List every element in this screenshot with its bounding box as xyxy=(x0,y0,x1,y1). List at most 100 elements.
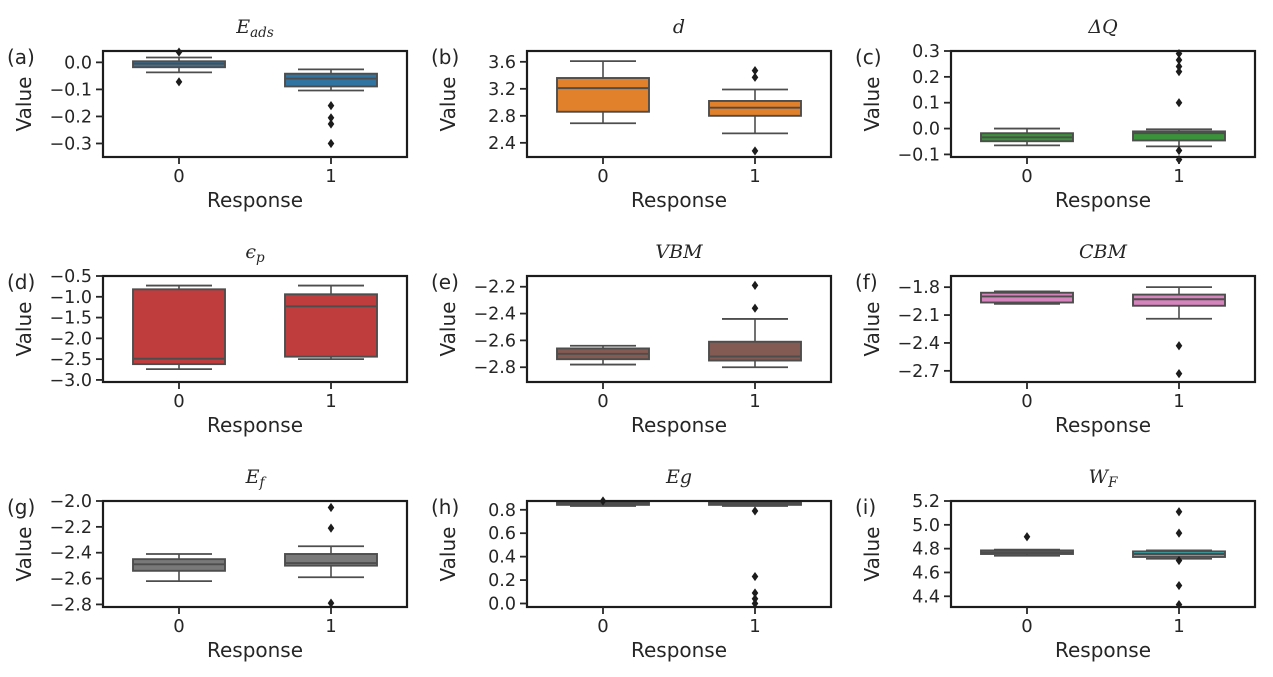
y-tick-label: −0.1 xyxy=(50,80,93,100)
outlier-point xyxy=(751,280,759,290)
y-tick-label: 4.8 xyxy=(912,540,940,560)
subplot-canvas: −2.0 −2.2 −2.4 −2.6 −2.8 0 1 Response Value (g) Ef xyxy=(7,466,409,662)
y-axis-label: Value xyxy=(860,302,884,357)
x-axis-label: Response xyxy=(207,413,303,437)
y-tick-label: 4.6 xyxy=(912,563,940,583)
x-tick-label: 0 xyxy=(173,391,184,412)
outlier-point xyxy=(1175,48,1183,59)
x-tick-label: 0 xyxy=(173,616,184,637)
outlier-point xyxy=(1175,369,1183,379)
y-tick-label: 0.8 xyxy=(488,501,516,521)
subplot-title: WF xyxy=(1089,466,1119,491)
y-tick-label: −2.4 xyxy=(50,544,93,564)
y-tick-label: −1.8 xyxy=(898,278,941,298)
outlier-point xyxy=(751,506,759,516)
y-axis-label: Value xyxy=(436,77,460,132)
y-tick-label: −2.2 xyxy=(474,278,517,298)
plot-area-spine xyxy=(525,499,833,609)
x-axis-label: Response xyxy=(631,638,727,662)
y-axis-label: Value xyxy=(12,77,36,132)
outlier-point xyxy=(327,523,335,533)
y-tick-label: −2.6 xyxy=(50,570,93,590)
y-tick-label: −2.4 xyxy=(898,334,941,354)
plot-area-spine xyxy=(949,274,1257,384)
subplot-title: VBM xyxy=(655,241,703,263)
subplot-canvas: −2.2 −2.4 −2.6 −2.8 0 1 Response Value (e) VBM xyxy=(431,241,833,437)
x-tick-label: 0 xyxy=(597,166,608,187)
x-tick-label: 1 xyxy=(325,166,336,187)
subplot-canvas: −0.5−1.0−1.5−2.0−2.5−3.0 0 1 Response Value (… xyxy=(7,241,409,437)
y-tick-label: −2.5 xyxy=(50,350,93,370)
x-tick-label: 1 xyxy=(749,616,760,637)
outlier-point xyxy=(1175,580,1183,591)
x-tick-label: 1 xyxy=(749,166,760,187)
outlier-point xyxy=(1175,55,1183,65)
y-axis-label: Value xyxy=(860,527,884,582)
x-axis-label: Response xyxy=(1055,638,1151,662)
x-tick-label: 1 xyxy=(325,616,336,637)
y-tick-label: −0.5 xyxy=(50,267,93,287)
y-tick-label: −2.8 xyxy=(50,595,93,615)
outlier-point xyxy=(327,119,335,129)
y-tick-label: 0.6 xyxy=(488,524,516,544)
plot-area-spine xyxy=(949,49,1257,159)
y-tick-label: −2.1 xyxy=(898,306,941,326)
subplot-canvas: 0.8 0.6 0.4 0.2 0.0 0 1 Response Value (h) Eg xyxy=(431,466,833,662)
y-tick-label: 3.6 xyxy=(488,53,516,73)
plot-area-spine xyxy=(949,499,1257,609)
subplot-f: −1.8 −2.1 −2.4 −2.7 0 1 Response Value (f) CBM xyxy=(848,225,1273,450)
x-tick-label: 1 xyxy=(325,391,336,412)
subplot-canvas: 5.2 5.0 4.8 4.6 4.4 0 1 Response Value (i) WF xyxy=(855,466,1257,662)
x-tick-label: 0 xyxy=(597,391,608,412)
y-axis-label: Value xyxy=(12,527,36,582)
y-tick-label: −2.0 xyxy=(50,329,93,349)
y-tick-label: 5.0 xyxy=(912,516,940,536)
x-axis-label: Response xyxy=(207,638,303,662)
box-rect xyxy=(284,553,378,567)
subplot-h: 0.8 0.6 0.4 0.2 0.0 0 1 Response Value (h) Eg xyxy=(424,450,848,677)
y-tick-label: −3.0 xyxy=(50,371,93,391)
y-tick-label: 0.2 xyxy=(488,571,516,591)
outlier-point xyxy=(327,598,335,608)
subplot-title: Eads xyxy=(235,16,274,41)
panel-label: (g) xyxy=(7,495,35,519)
subplot-title: CBM xyxy=(1079,241,1128,263)
outlier-point xyxy=(327,502,335,513)
outlier-point xyxy=(751,571,759,582)
y-tick-label: −1.5 xyxy=(50,309,93,329)
y-tick-label: 2.8 xyxy=(488,107,516,127)
y-tick-label: 0.1 xyxy=(912,94,940,114)
subplot-title: Ef xyxy=(245,466,267,491)
plot-area-spine xyxy=(525,274,833,384)
x-tick-label: 1 xyxy=(1173,391,1184,412)
outlier-point xyxy=(751,72,759,82)
outlier-point xyxy=(327,101,335,111)
y-tick-label: 5.2 xyxy=(912,492,940,512)
y-tick-label: 0.3 xyxy=(912,42,940,62)
y-tick-label: −1.0 xyxy=(50,288,93,308)
outlier-point xyxy=(751,303,759,313)
x-axis-label: Response xyxy=(631,413,727,437)
panel-label: (d) xyxy=(7,270,35,294)
y-tick-label: −0.3 xyxy=(50,134,93,154)
y-axis-label: Value xyxy=(12,302,36,357)
box-rect xyxy=(980,291,1074,304)
plot-area-spine xyxy=(101,49,409,159)
panel-label: (b) xyxy=(431,45,459,69)
y-tick-label: 0.0 xyxy=(64,53,92,73)
x-tick-label: 0 xyxy=(1021,166,1032,187)
outlier-point xyxy=(1175,67,1183,77)
subplot-a: 0.0 −0.1 −0.2 −0.3 0 1 Response Value (a) Eads xyxy=(0,0,424,225)
outlier-point xyxy=(1175,98,1183,108)
x-tick-label: 0 xyxy=(173,166,184,187)
subplot-e: −2.2 −2.4 −2.6 −2.8 0 1 Response Value (e) VBM xyxy=(424,225,848,450)
x-tick-label: 0 xyxy=(1021,391,1032,412)
x-tick-label: 1 xyxy=(1173,166,1184,187)
subplot-title: d xyxy=(673,16,685,38)
outlier-point xyxy=(1175,555,1183,566)
x-tick-label: 1 xyxy=(1173,616,1184,637)
x-axis-label: Response xyxy=(631,188,727,212)
subplot-canvas: −1.8 −2.1 −2.4 −2.7 0 1 Response Value (f) CBM xyxy=(855,241,1257,437)
x-tick-label: 0 xyxy=(597,616,608,637)
